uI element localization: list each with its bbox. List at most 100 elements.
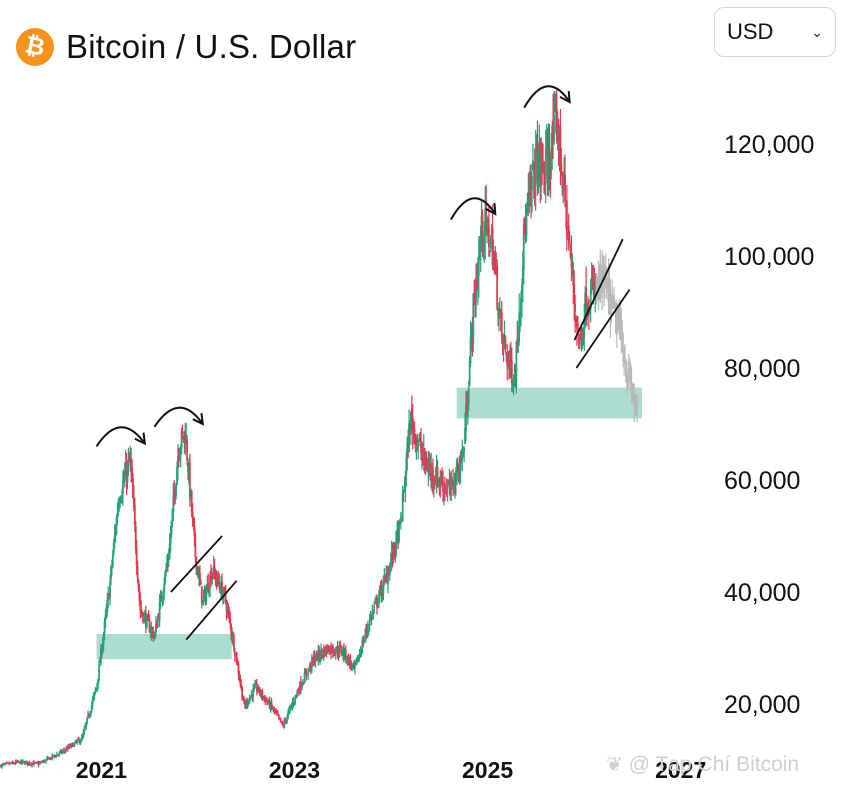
bitcoin-icon: ₿ xyxy=(16,28,54,66)
candle-body-589 xyxy=(540,154,543,175)
candle-body-200 xyxy=(183,431,186,439)
candle-body-543 xyxy=(498,308,500,318)
candle-body-238 xyxy=(218,581,221,587)
candle-body-294 xyxy=(269,702,272,709)
currency-select[interactable]: USD ⌄ xyxy=(714,7,836,57)
candle-body-152 xyxy=(139,600,142,611)
candle-body-457 xyxy=(419,438,421,440)
candle-body-587 xyxy=(538,143,541,169)
candle-body-88 xyxy=(80,737,83,742)
candle-body-129 xyxy=(118,503,121,507)
candle-body-548 xyxy=(502,338,505,347)
candle-body-249 xyxy=(228,612,231,618)
candle-body-154 xyxy=(141,611,144,615)
candle-body-361 xyxy=(331,645,333,652)
projection-candle-body-34 xyxy=(626,379,629,382)
candle-body-106 xyxy=(97,678,100,685)
arc-arrow-head-3 xyxy=(485,202,497,216)
candle-body-126 xyxy=(115,517,118,535)
candle-body-561 xyxy=(514,377,517,381)
candle-body-621 xyxy=(569,243,572,258)
candle-body-590 xyxy=(541,150,543,159)
candle-body-281 xyxy=(257,686,260,691)
candle-body-172 xyxy=(157,616,160,619)
candle-body-243 xyxy=(222,588,225,596)
projection-candle-body-3 xyxy=(598,271,601,293)
candle-body-383 xyxy=(351,664,354,667)
candle-body-345 xyxy=(316,653,319,661)
candle-body-412 xyxy=(377,597,380,604)
candle-body-65 xyxy=(59,750,62,752)
candle-body-500 xyxy=(458,469,461,480)
candle-body-257 xyxy=(235,652,238,664)
candle-body-66 xyxy=(60,750,63,753)
candle-body-168 xyxy=(154,631,156,639)
candle-body-201 xyxy=(184,434,187,444)
y-tick-label-4: 100,000 xyxy=(724,243,814,271)
candle-body-170 xyxy=(155,624,158,629)
candle-body-231 xyxy=(211,573,214,575)
candle-body-138 xyxy=(126,463,129,482)
candle-body-229 xyxy=(210,573,212,583)
candle-body-447 xyxy=(410,411,412,435)
candle-body-391 xyxy=(358,654,361,656)
candle-body-387 xyxy=(354,661,357,664)
candle-body-251 xyxy=(230,624,233,634)
candle-body-477 xyxy=(437,479,440,485)
candle-body-135 xyxy=(123,475,126,480)
candle-body-421 xyxy=(386,575,388,583)
candle-body-325 xyxy=(298,690,300,693)
arc-arrow-1 xyxy=(95,426,146,447)
candle-body-123 xyxy=(112,542,115,554)
candle-body-29 xyxy=(26,761,29,765)
candle-body-71 xyxy=(65,748,67,751)
candle-body-334 xyxy=(306,675,309,677)
candle-body-333 xyxy=(305,672,308,676)
candle-body-193 xyxy=(177,456,179,468)
candle-body-51 xyxy=(46,757,49,760)
candle-body-47 xyxy=(43,760,45,762)
candle-body-150 xyxy=(137,579,140,589)
candle-body-538 xyxy=(493,254,496,260)
candle-body-121 xyxy=(111,565,113,568)
candle-body-131 xyxy=(120,498,122,500)
candle-body-579 xyxy=(531,176,533,191)
projection-candle-body-17 xyxy=(611,297,614,301)
candle-body-90 xyxy=(82,731,85,737)
candle-body-290 xyxy=(266,698,268,702)
candle-body-494 xyxy=(453,490,455,492)
candle-body-366 xyxy=(335,646,338,651)
candle-body-41 xyxy=(37,763,40,766)
candle-body-19 xyxy=(17,761,20,763)
candle-body-183 xyxy=(167,558,170,560)
candle-body-233 xyxy=(213,567,216,573)
candle-body-196 xyxy=(179,447,182,453)
candle-body-358 xyxy=(328,650,331,654)
candle-body-130 xyxy=(119,501,122,503)
candle-body-516 xyxy=(473,293,476,296)
candle-body-3 xyxy=(2,763,5,765)
candle-body-221 xyxy=(202,597,205,599)
candle-body-314 xyxy=(288,709,290,713)
candle-body-514 xyxy=(471,329,474,340)
candle-body-431 xyxy=(395,531,398,550)
candle-body-241 xyxy=(221,581,223,598)
candle-body-302 xyxy=(277,713,279,715)
candle-body-192 xyxy=(176,467,178,486)
candle-body-287 xyxy=(263,696,266,698)
arc-arrow-4 xyxy=(523,85,571,109)
candle-body-56 xyxy=(51,754,54,759)
candle-body-467 xyxy=(428,462,431,469)
candle-body-64 xyxy=(58,751,61,754)
candle-body-372 xyxy=(341,653,344,655)
candle-body-91 xyxy=(83,728,86,733)
candle-body-529 xyxy=(485,203,488,232)
candle-body-204 xyxy=(187,463,189,473)
candle-body-495 xyxy=(454,472,456,494)
candle-body-463 xyxy=(424,461,427,464)
candle-body-359 xyxy=(329,646,332,654)
candle-body-624 xyxy=(572,269,575,286)
candle-body-110 xyxy=(100,649,103,653)
candle-body-546 xyxy=(500,312,503,334)
candle-body-10 xyxy=(9,763,11,765)
